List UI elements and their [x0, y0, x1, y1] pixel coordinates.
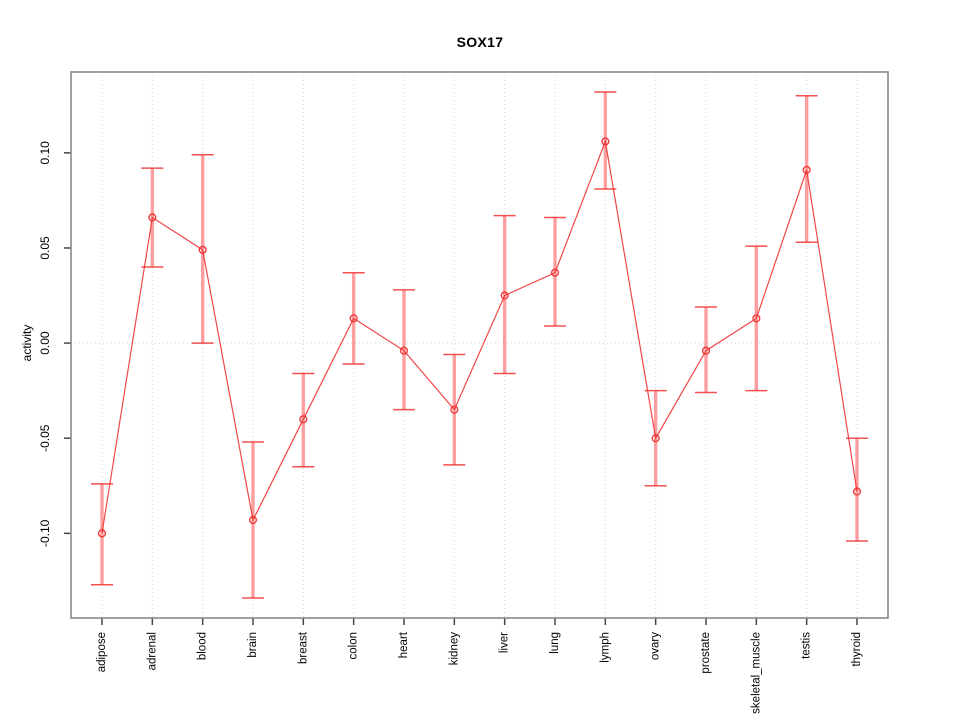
y-tick-label: 0.10	[38, 141, 52, 165]
data-point-prostate	[701, 346, 711, 355]
chart-title: SOX17	[456, 34, 504, 50]
x-tick-label-kidney: kidney	[448, 632, 460, 665]
data-point-kidney	[450, 405, 459, 414]
x-tick-label-brain: brain	[247, 632, 259, 658]
y-tick-label: -0.10	[38, 519, 52, 547]
x-tick-label-adipose: adipose	[96, 632, 108, 672]
x-tick-label-breast: breast	[297, 631, 309, 664]
x-tick-label-lung: lung	[549, 632, 561, 654]
data-point-heart	[399, 346, 409, 355]
plot-frame	[70, 71, 889, 619]
data-point-lung	[550, 268, 560, 277]
data-point-skeletal_muscle	[752, 314, 761, 323]
x-tick-label-liver: liver	[499, 632, 511, 653]
y-tick-label: 0.00	[38, 331, 52, 355]
x-tick-label-thyroid: thyroid	[851, 632, 863, 667]
x-tick-label-adrenal: adrenal	[146, 632, 158, 670]
data-point-lymph	[601, 137, 610, 146]
data-point-liver	[500, 291, 509, 300]
data-point-testis	[802, 165, 811, 175]
series-line	[101, 139, 858, 534]
data-point-blood	[198, 245, 207, 254]
data-point-colon	[349, 314, 358, 323]
x-tick-label-prostate: prostate	[700, 632, 712, 674]
data-point-adipose	[97, 529, 107, 538]
data-point-adrenal	[148, 213, 157, 222]
data-point-breast	[299, 415, 308, 424]
x-tick-label-colon: colon	[348, 632, 360, 660]
x-tick-label-blood: blood	[197, 632, 209, 660]
data-point-ovary	[651, 434, 660, 443]
data-point-thyroid	[852, 487, 862, 496]
y-tick-label: -0.05	[38, 424, 52, 452]
x-tick-label-heart: heart	[398, 631, 410, 658]
y-tick-label: 0.05	[38, 236, 52, 260]
x-tick-label-lymph: lymph	[599, 632, 611, 663]
x-tick-label-ovary: ovary	[650, 632, 662, 660]
x-tick-label-skeletal_muscle: skeletal_muscle	[750, 632, 762, 714]
data-point-brain	[248, 515, 258, 525]
x-tick-label-testis: testis	[801, 632, 813, 659]
